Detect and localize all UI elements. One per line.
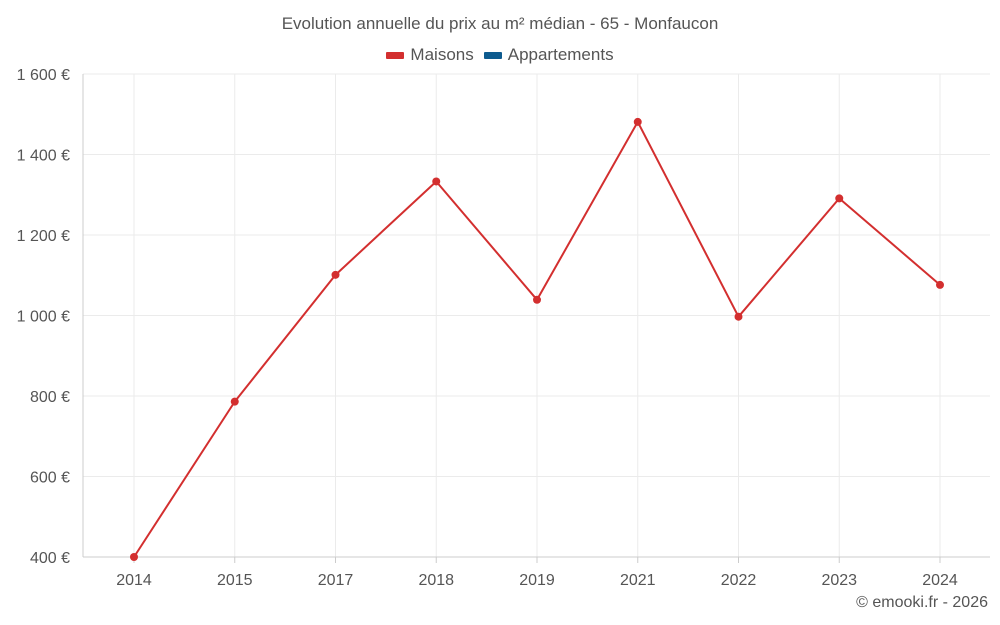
data-point[interactable]	[936, 280, 944, 289]
x-tick-label: 2017	[318, 572, 354, 589]
data-point[interactable]	[331, 270, 340, 279]
chart-title: Evolution annuelle du prix au m² médian …	[281, 14, 719, 33]
y-tick-label: 400 €	[30, 550, 70, 567]
y-tick-label: 1 400 €	[17, 148, 70, 165]
x-axis-tick-labels: 2014 2015 2017 2018 2019 2021 2022 2023 2024	[116, 572, 958, 589]
data-point[interactable]	[130, 553, 138, 561]
axes	[82, 74, 990, 563]
copyright-footer: © emooki.fr - 2026	[856, 594, 988, 611]
y-tick-label: 800 €	[30, 389, 70, 406]
x-tick-label: 2021	[620, 572, 656, 589]
x-tick-label: 2022	[721, 572, 757, 589]
x-tick-label: 2023	[821, 572, 857, 589]
legend-swatch-appartements	[483, 51, 502, 59]
grid-lines	[83, 73, 990, 558]
y-axis-tick-labels: 400 € 600 € 800 € 1 000 € 1 200 € 1 400 € 1 60…	[17, 67, 70, 567]
legend-label-appartements: Appartements	[507, 45, 614, 64]
legend-item-maisons[interactable]: Maisons	[386, 45, 474, 65]
x-tick-label: 2018	[418, 572, 454, 589]
y-tick-label: 1 000 €	[17, 309, 70, 326]
x-tick-label: 2019	[519, 572, 555, 589]
chart-legend: Maisons Appartements	[0, 45, 1000, 65]
x-tick-label: 2015	[217, 572, 253, 589]
y-tick-label: 1 200 €	[17, 228, 70, 245]
data-point[interactable]	[835, 194, 844, 203]
data-point[interactable]	[734, 312, 743, 321]
y-tick-label: 1 600 €	[17, 67, 70, 84]
series-maisons	[130, 117, 944, 561]
legend-label-maisons: Maisons	[410, 45, 474, 64]
x-tick-label: 2024	[922, 572, 958, 589]
y-tick-label: 600 €	[30, 470, 70, 487]
data-point[interactable]	[432, 177, 441, 186]
legend-swatch-maisons	[386, 51, 405, 59]
data-point[interactable]	[230, 397, 239, 406]
data-point[interactable]	[633, 117, 642, 126]
x-tick-label: 2014	[116, 572, 152, 589]
legend-item-appartements[interactable]: Appartements	[483, 45, 614, 65]
data-point[interactable]	[533, 295, 541, 304]
